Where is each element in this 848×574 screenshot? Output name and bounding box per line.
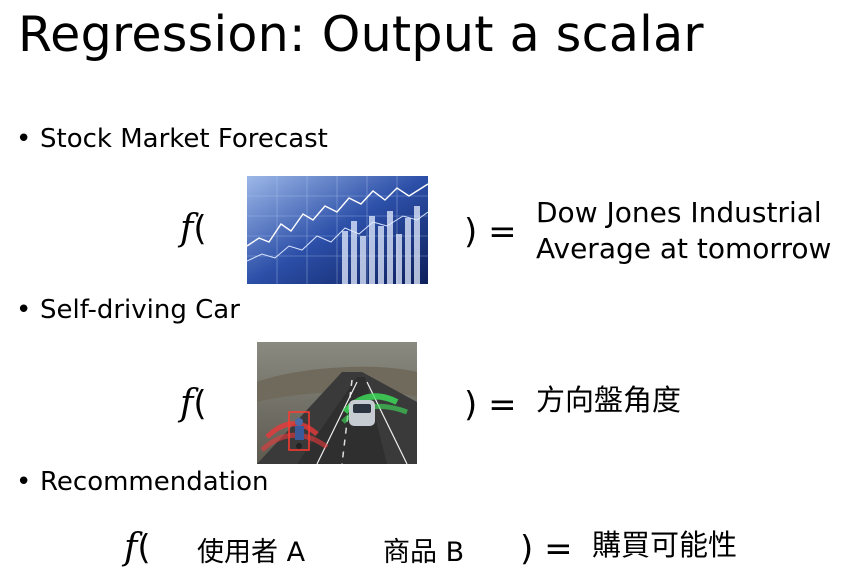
input-user: 使用者 A xyxy=(197,537,306,568)
function-f: f( xyxy=(180,208,207,249)
bullet-label: Recommendation xyxy=(40,467,269,497)
bullet-stock-market: • Stock Market Forecast xyxy=(16,124,328,154)
open-paren: ( xyxy=(193,209,207,249)
bullet-dot: • xyxy=(16,467,32,497)
bullet-dot: • xyxy=(16,295,32,325)
output-dow-jones: Dow Jones Industrial Average at tomorrow xyxy=(536,195,831,267)
open-paren: ( xyxy=(137,528,151,568)
bullet-self-driving: • Self-driving Car xyxy=(16,295,240,325)
function-f: f( xyxy=(124,527,151,568)
function-symbol: f xyxy=(124,527,138,568)
close-paren-equals: ) = xyxy=(520,529,573,569)
output-purchase-probability: 購買可能性 xyxy=(592,528,738,562)
page-title: Regression: Output a scalar xyxy=(18,6,704,63)
function-symbol: f xyxy=(180,208,194,249)
stock-chart-image xyxy=(247,176,428,284)
open-paren: ( xyxy=(193,384,207,424)
self-driving-car-image xyxy=(257,342,417,464)
bullet-dot: • xyxy=(16,124,32,154)
bullet-label: Stock Market Forecast xyxy=(40,124,328,154)
close-paren-equals: ) = xyxy=(464,385,517,425)
bullet-label: Self-driving Car xyxy=(40,295,240,325)
bullet-recommendation: • Recommendation xyxy=(16,467,268,497)
output-steering-angle: 方向盤角度 xyxy=(536,383,682,417)
close-paren-equals: ) = xyxy=(464,212,517,252)
output-line-2: Average at tomorrow xyxy=(536,232,832,265)
output-line-1: Dow Jones Industrial xyxy=(536,196,822,229)
input-item: 商品 B xyxy=(383,537,465,568)
function-symbol: f xyxy=(180,383,194,424)
function-f: f( xyxy=(180,383,207,424)
